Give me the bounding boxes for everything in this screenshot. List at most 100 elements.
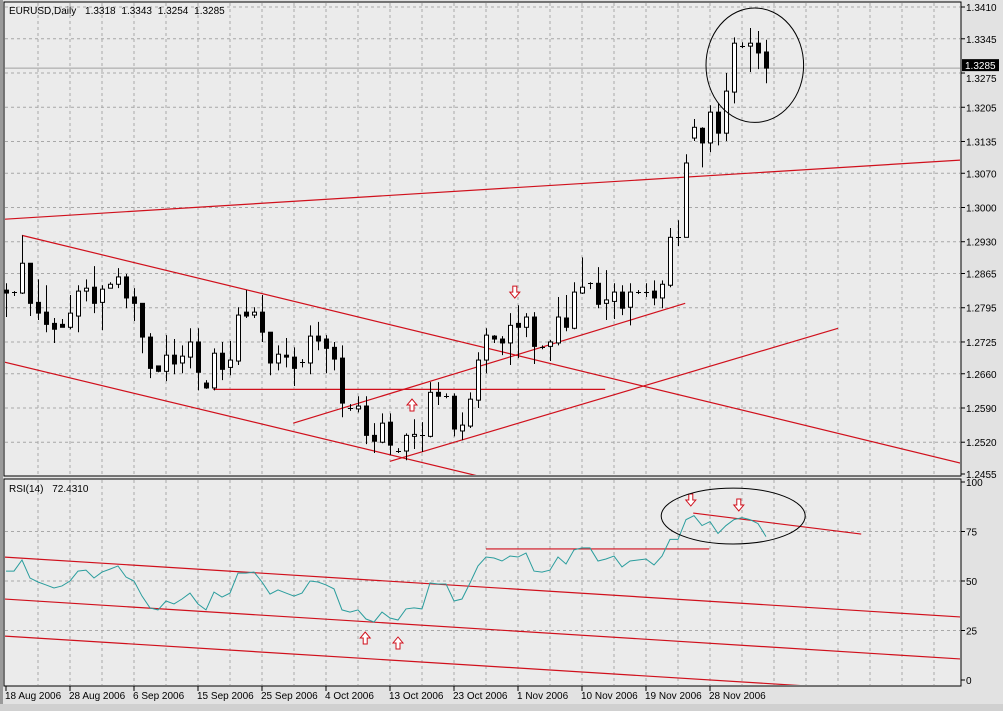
low-value: 1.3254: [158, 6, 189, 17]
candle: [572, 282, 577, 330]
candle-body-bear: [172, 354, 177, 365]
candles: [4, 28, 769, 461]
arrow-up-icon[interactable]: [359, 631, 372, 645]
price-tick-label: 1.3345: [966, 35, 997, 46]
arrow-down-icon[interactable]: [684, 493, 697, 507]
high-value: 1.3343: [121, 6, 152, 17]
price-tick-label: 1.2930: [966, 238, 997, 249]
candle-body-bear: [292, 356, 297, 369]
trendline[interactable]: [21, 234, 961, 464]
trendline[interactable]: [4, 635, 806, 686]
candle: [36, 279, 41, 320]
candle: [444, 393, 449, 399]
candle: [540, 345, 545, 350]
date-tick-label: 13 Oct 2006: [389, 691, 444, 702]
candle: [596, 267, 601, 309]
candle: [532, 312, 537, 364]
candle: [740, 42, 745, 49]
candle: [460, 412, 465, 441]
candle: [276, 345, 281, 371]
candle-body-bear: [260, 311, 265, 333]
date-tick-label: 15 Sep 2006: [197, 691, 254, 702]
trendline[interactable]: [4, 556, 961, 618]
candle: [228, 340, 233, 376]
candle-body-bull: [68, 312, 73, 328]
candle-body-bull: [556, 316, 561, 344]
symbol-label: EURUSD,Daily: [9, 6, 76, 17]
rsi-panel[interactable]: RSI(14) 72.4310: [3, 478, 962, 687]
candle: [204, 380, 209, 389]
trendline[interactable]: [693, 512, 862, 535]
candle-body-bull: [412, 433, 417, 437]
date-tick-label: 28 Aug 2006: [69, 691, 126, 702]
candle-body-bull: [108, 283, 113, 289]
candle: [668, 228, 673, 288]
date-tick-label: 10 Nov 2006: [581, 691, 638, 702]
trendline[interactable]: [4, 159, 961, 220]
rsi-tick-label: 50: [966, 577, 978, 588]
candle-body-bear: [364, 405, 369, 436]
arrow-up-icon[interactable]: [405, 398, 419, 412]
rsi-annotations[interactable]: [6, 487, 806, 650]
candle-body-bear: [316, 335, 321, 342]
candle-body-bear: [492, 335, 497, 340]
candle: [620, 285, 625, 316]
candle: [172, 339, 177, 375]
candle-body-bull: [100, 288, 105, 303]
candle: [684, 154, 689, 238]
rsi-label: RSI(14): [9, 484, 43, 495]
trendline[interactable]: [389, 327, 839, 462]
candle-body-bull: [428, 391, 433, 437]
candle: [236, 307, 241, 365]
highlight-ellipse[interactable]: [660, 487, 806, 545]
date-tick-label: 19 Nov 2006: [645, 691, 702, 702]
candle-body-bull: [276, 353, 281, 364]
candle: [260, 295, 265, 342]
candle-body-bear: [452, 395, 457, 430]
candle: [316, 321, 321, 351]
candle: [4, 283, 9, 318]
candle: [628, 283, 633, 326]
candle-body-bear: [332, 346, 337, 360]
candle-body-bull: [548, 341, 553, 347]
candle: [452, 393, 457, 437]
price-panel[interactable]: EURUSD,Daily 1.3318 1.3343 1.3254 1.3285: [3, 1, 962, 477]
candle-body-bull: [116, 276, 121, 285]
date-tick-label: 4 Oct 2006: [325, 691, 374, 702]
candle-body-bull: [76, 290, 81, 317]
candle: [348, 404, 353, 411]
candle-body-bull: [164, 354, 169, 372]
rsi-trendlines[interactable]: [4, 512, 961, 686]
candle: [756, 30, 761, 70]
trendline[interactable]: [4, 361, 478, 476]
candle: [604, 270, 609, 320]
candle: [428, 382, 433, 438]
rsi-panel-frame: [3, 478, 962, 687]
trendline[interactable]: [4, 598, 961, 660]
current-price-badge: 1.3285: [962, 59, 999, 72]
candle-body-bear: [764, 51, 769, 69]
arrow-down-icon[interactable]: [732, 498, 745, 512]
candle: [716, 103, 721, 146]
price-trendlines[interactable]: [4, 159, 961, 476]
price-tick-label: 1.2865: [966, 270, 997, 281]
open-value: 1.3318: [85, 6, 116, 17]
rsi-header: RSI(14) 72.4310: [9, 484, 89, 495]
candle-body-bear: [156, 365, 161, 372]
candle-body-bear: [372, 434, 377, 442]
candle: [356, 396, 361, 413]
candle: [60, 318, 65, 328]
arrow-up-icon[interactable]: [391, 636, 405, 650]
candle-body-bull: [692, 126, 697, 139]
candle: [284, 338, 289, 368]
candle: [132, 288, 137, 321]
candle-body-bear: [36, 301, 41, 314]
candle: [564, 295, 569, 332]
candle-body-bear: [140, 302, 145, 338]
arrow-down-icon[interactable]: [508, 285, 521, 299]
highlight-ellipse[interactable]: [705, 7, 805, 123]
candle-body-bear: [268, 331, 273, 364]
price-annotations[interactable]: [405, 7, 805, 412]
candle-body-bull: [580, 286, 585, 294]
